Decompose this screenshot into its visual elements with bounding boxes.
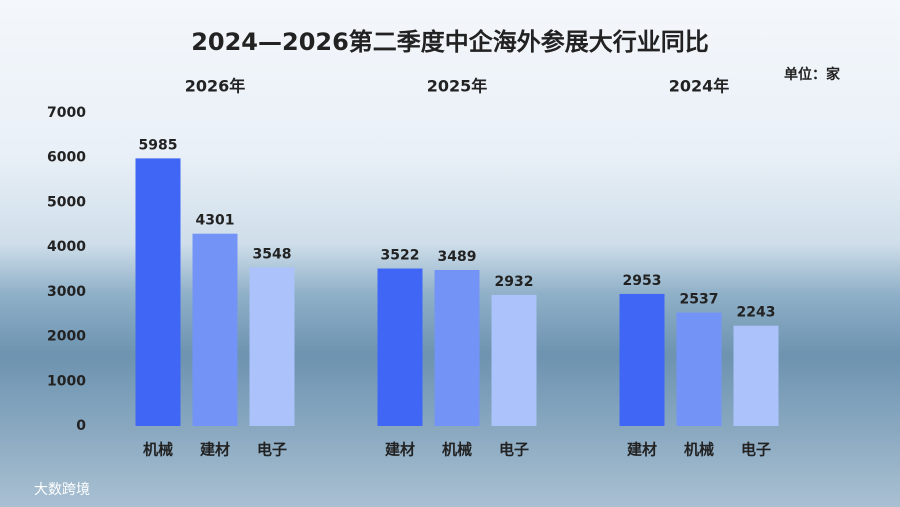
x-tick-label: 建材 bbox=[627, 441, 657, 459]
value-label: 5985 bbox=[139, 137, 178, 153]
value-label: 4301 bbox=[196, 213, 235, 229]
value-label: 2243 bbox=[737, 305, 776, 321]
bar bbox=[135, 158, 181, 426]
value-label: 3548 bbox=[253, 246, 292, 262]
x-tick-label: 电子 bbox=[499, 441, 529, 459]
bar bbox=[192, 233, 238, 426]
y-tick-label: 5000 bbox=[47, 194, 86, 210]
unit-label: 单位：家 bbox=[784, 66, 841, 83]
bar bbox=[619, 293, 665, 426]
value-label: 2537 bbox=[680, 292, 719, 308]
value-label: 2953 bbox=[623, 273, 662, 289]
y-tick-label: 4000 bbox=[47, 239, 86, 255]
x-tick-label: 建材 bbox=[200, 441, 230, 459]
x-tick-label: 机械 bbox=[684, 441, 714, 459]
group-label: 2024年 bbox=[669, 77, 730, 96]
bar bbox=[676, 312, 722, 426]
group-label: 2025年 bbox=[427, 77, 488, 96]
y-tick-label: 2000 bbox=[47, 329, 86, 345]
x-tick-label: 电子 bbox=[741, 441, 771, 459]
x-tick-label: 机械 bbox=[143, 441, 173, 459]
y-tick-label: 7000 bbox=[47, 105, 86, 121]
y-tick-label: 0 bbox=[76, 418, 86, 434]
value-label: 3489 bbox=[438, 249, 477, 265]
bar bbox=[491, 294, 537, 426]
bar bbox=[249, 267, 295, 426]
y-tick-label: 6000 bbox=[47, 150, 86, 166]
value-label: 2932 bbox=[495, 274, 534, 290]
y-tick-label: 3000 bbox=[47, 284, 86, 300]
bar bbox=[434, 269, 480, 426]
x-tick-label: 机械 bbox=[442, 441, 472, 459]
watermark: 大数跨境 bbox=[34, 482, 90, 498]
x-tick-label: 建材 bbox=[385, 441, 415, 459]
bar bbox=[377, 268, 423, 426]
y-tick-label: 1000 bbox=[47, 373, 86, 389]
x-tick-label: 电子 bbox=[257, 441, 287, 459]
bar bbox=[733, 325, 779, 426]
value-label: 3522 bbox=[381, 248, 420, 264]
chart-title: 2024—2026第二季度中企海外参展大行业同比 bbox=[191, 28, 709, 56]
group-label: 2026年 bbox=[185, 77, 246, 96]
